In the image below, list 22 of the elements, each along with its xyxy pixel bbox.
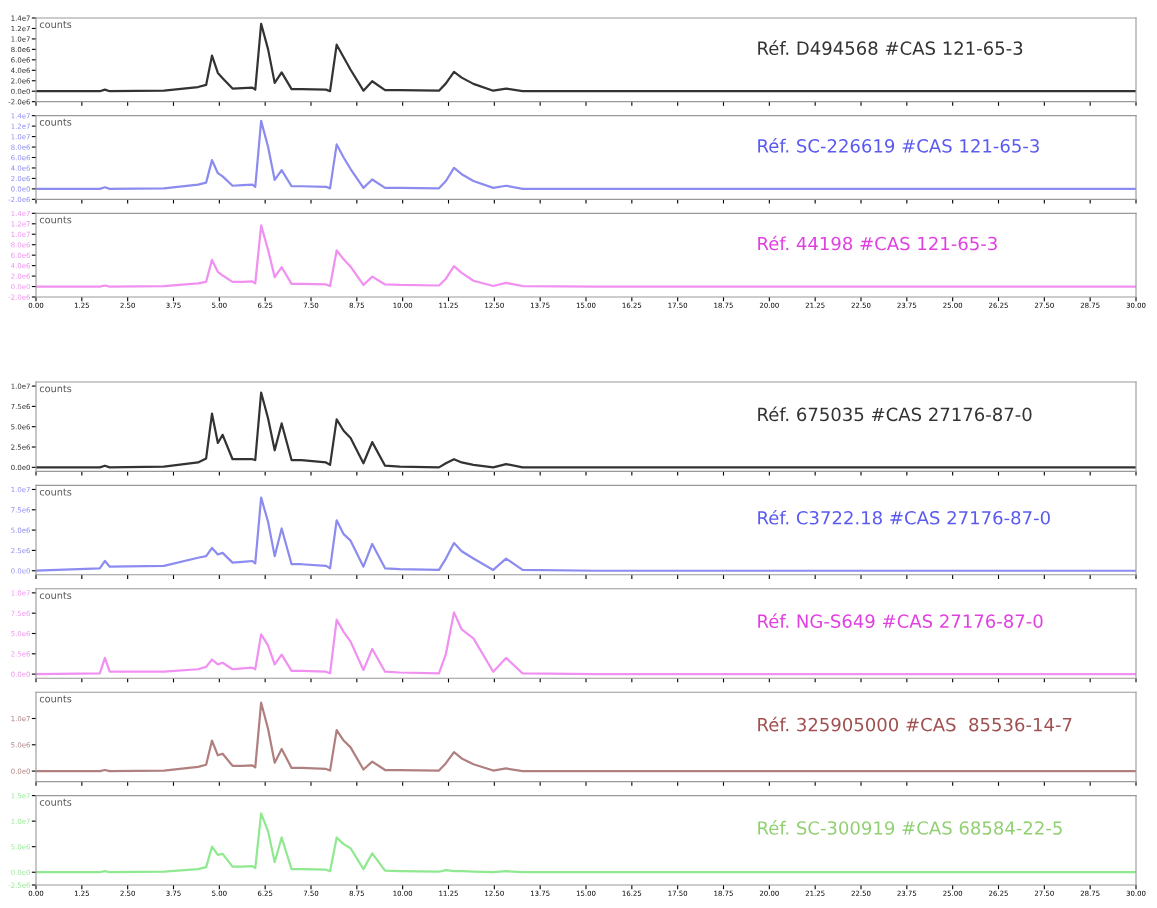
annotation: Réf. 675035 #CAS 27176-87-0 — [758, 406, 1032, 422]
annotation: Réf. D494568 #CAS 121-65-3 — [758, 40, 1023, 56]
line-series — [36, 224, 1136, 288]
y-axis-title: counts — [39, 216, 72, 224]
annotation: Réf. SC-300919 #CAS 68584-22-5 — [758, 820, 1062, 835]
line-series — [36, 496, 1136, 572]
annotation: Réf. 44198 #CAS 121-65-3 — [758, 235, 997, 251]
y-axis-title: counts — [39, 695, 72, 703]
y-axis-title: counts — [39, 488, 72, 496]
y-axis-title: counts — [39, 21, 72, 29]
y-axis-title: counts — [39, 798, 72, 806]
annotation: Réf. SC-226619 #CAS 121-65-3 — [758, 138, 1039, 153]
annotation: Réf. C3722.18 #CAS 27176-87-0 — [758, 509, 1050, 525]
line-series — [36, 812, 1136, 874]
y-axis-title: counts — [39, 118, 72, 126]
annotation: Réf. NG-S649 #CAS 27176-87-0 — [758, 613, 1043, 629]
y-axis-title: counts — [39, 592, 72, 600]
y-axis-title: counts — [39, 385, 72, 393]
line-series — [36, 119, 1136, 190]
annotation: Réf. 325905000 #CAS 85536-14-7 — [758, 716, 1072, 732]
line-series — [36, 22, 1136, 93]
line-series — [36, 701, 1136, 773]
